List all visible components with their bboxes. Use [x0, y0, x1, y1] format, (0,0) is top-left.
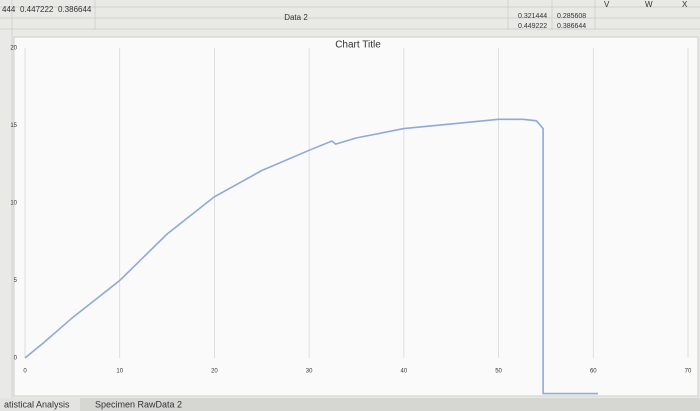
cell-grid — [0, 0, 700, 398]
cell: 0.449222 — [518, 23, 547, 30]
tab-label[interactable]: atistical Analysis — [4, 399, 70, 409]
cell-header: Data 2 — [284, 13, 308, 22]
cell: 0.447222 — [20, 5, 54, 14]
y-tick-label: 0 — [14, 356, 18, 362]
cell: 0.285608 — [557, 13, 586, 20]
column-letter: W — [645, 0, 653, 9]
y-tick-label: 10 — [10, 201, 17, 207]
cell: 0.386644 — [557, 23, 586, 30]
chart-area[interactable] — [13, 36, 699, 397]
x-tick-label: 30 — [306, 369, 313, 375]
x-tick-label: 10 — [116, 369, 123, 375]
tab-bar — [0, 398, 700, 411]
x-tick-label: 20 — [211, 369, 218, 375]
column-letter: X — [682, 0, 688, 9]
cell: 0.321444 — [518, 13, 547, 20]
x-tick-label: 60 — [590, 369, 597, 375]
cell: 0.386644 — [58, 5, 92, 14]
chart-title: Chart Title — [335, 40, 381, 51]
x-tick-label: 0 — [23, 369, 27, 375]
data-line — [24, 118, 598, 395]
x-tick-label: 70 — [685, 369, 692, 375]
cell: 444 — [2, 5, 16, 14]
column-letter: V — [604, 0, 610, 9]
tab[interactable] — [0, 398, 80, 411]
x-tick-label: 40 — [401, 369, 408, 375]
x-tick-label: 50 — [495, 369, 502, 375]
y-tick-label: 20 — [10, 46, 17, 52]
y-tick-label: 5 — [14, 278, 18, 284]
tab-label[interactable]: Specimen RawData 2 — [95, 399, 182, 409]
y-tick-label: 15 — [10, 123, 17, 129]
